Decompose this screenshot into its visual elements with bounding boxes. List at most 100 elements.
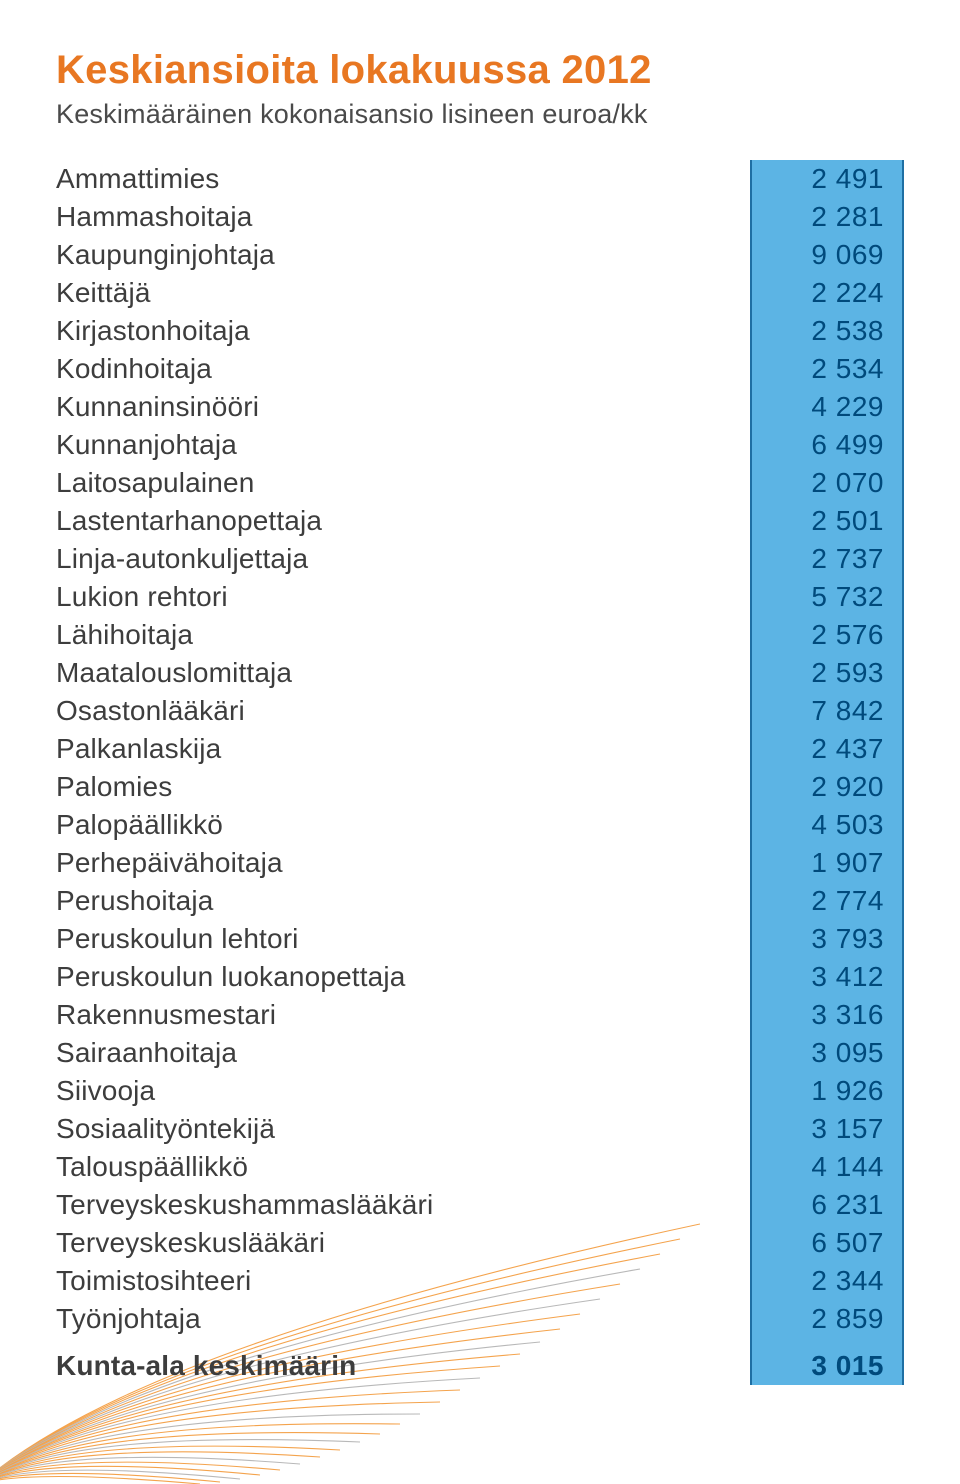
page-title: Keskiansioita lokakuussa 2012 bbox=[56, 48, 904, 93]
row-value: 2 737 bbox=[754, 543, 904, 575]
table-row: Työnjohtaja2 859 bbox=[56, 1300, 904, 1338]
table-row: Terveyskeskuslääkäri6 507 bbox=[56, 1224, 904, 1262]
table-row: Perhepäivähoitaja1 907 bbox=[56, 844, 904, 882]
row-value: 2 281 bbox=[754, 201, 904, 233]
row-value: 3 095 bbox=[754, 1037, 904, 1069]
table-row: Peruskoulun luokanopettaja3 412 bbox=[56, 958, 904, 996]
row-label: Kunnanjohtaja bbox=[56, 429, 754, 461]
table-row: Palopäällikkö4 503 bbox=[56, 806, 904, 844]
page: Keskiansioita lokakuussa 2012 Keskimäärä… bbox=[0, 0, 960, 1385]
table-row: Kirjastonhoitaja2 538 bbox=[56, 312, 904, 350]
table-row: Ammattimies2 491 bbox=[56, 160, 904, 198]
row-value: 3 793 bbox=[754, 923, 904, 955]
table-row: Lastentarhanopettaja2 501 bbox=[56, 502, 904, 540]
table-row: Perushoitaja2 774 bbox=[56, 882, 904, 920]
row-label: Terveyskeskuslääkäri bbox=[56, 1227, 754, 1259]
table-row: Kunnaninsinööri4 229 bbox=[56, 388, 904, 426]
table-row: Osastonlääkäri7 842 bbox=[56, 692, 904, 730]
row-value: 4 144 bbox=[754, 1151, 904, 1183]
row-value: 6 507 bbox=[754, 1227, 904, 1259]
row-value: 2 920 bbox=[754, 771, 904, 803]
row-value: 2 593 bbox=[754, 657, 904, 689]
table-row: Toimistosihteeri2 344 bbox=[56, 1262, 904, 1300]
row-value: 2 224 bbox=[754, 277, 904, 309]
table-row: Peruskoulun lehtori3 793 bbox=[56, 920, 904, 958]
row-value: 2 774 bbox=[754, 885, 904, 917]
summary-row: Kunta-ala keskimäärin3 015 bbox=[56, 1338, 904, 1385]
row-value: 4 229 bbox=[754, 391, 904, 423]
row-label: Lastentarhanopettaja bbox=[56, 505, 754, 537]
row-label: Terveyskeskushammaslääkäri bbox=[56, 1189, 754, 1221]
table-row: Palomies2 920 bbox=[56, 768, 904, 806]
row-label: Hammashoitaja bbox=[56, 201, 754, 233]
table-row: Siivooja1 926 bbox=[56, 1072, 904, 1110]
table-row: Terveyskeskushammaslääkäri6 231 bbox=[56, 1186, 904, 1224]
row-value: 6 499 bbox=[754, 429, 904, 461]
row-label: Maatalouslomittaja bbox=[56, 657, 754, 689]
row-label: Lähihoitaja bbox=[56, 619, 754, 651]
row-label: Toimistosihteeri bbox=[56, 1265, 754, 1297]
row-label: Sosiaalityöntekijä bbox=[56, 1113, 754, 1145]
row-value: 2 344 bbox=[754, 1265, 904, 1297]
row-label: Kaupunginjohtaja bbox=[56, 239, 754, 271]
row-value: 2 538 bbox=[754, 315, 904, 347]
row-label: Peruskoulun luokanopettaja bbox=[56, 961, 754, 993]
salary-table: Ammattimies2 491Hammashoitaja2 281Kaupun… bbox=[56, 160, 904, 1385]
row-label: Sairaanhoitaja bbox=[56, 1037, 754, 1069]
row-value: 2 576 bbox=[754, 619, 904, 651]
row-value: 7 842 bbox=[754, 695, 904, 727]
row-value: 6 231 bbox=[754, 1189, 904, 1221]
row-label: Osastonlääkäri bbox=[56, 695, 754, 727]
row-label: Lukion rehtori bbox=[56, 581, 754, 613]
row-value: 5 732 bbox=[754, 581, 904, 613]
table-row: Kodinhoitaja2 534 bbox=[56, 350, 904, 388]
row-value: 3 157 bbox=[754, 1113, 904, 1145]
table-row: Palkanlaskija2 437 bbox=[56, 730, 904, 768]
table-row: Sairaanhoitaja3 095 bbox=[56, 1034, 904, 1072]
row-value: 2 534 bbox=[754, 353, 904, 385]
row-value: 3 316 bbox=[754, 999, 904, 1031]
row-value: 2 859 bbox=[754, 1303, 904, 1335]
row-label: Ammattimies bbox=[56, 163, 754, 195]
row-label: Perhepäivähoitaja bbox=[56, 847, 754, 879]
row-value: 3 412 bbox=[754, 961, 904, 993]
row-label: Palkanlaskija bbox=[56, 733, 754, 765]
row-value: 1 926 bbox=[754, 1075, 904, 1107]
table-row: Sosiaalityöntekijä3 157 bbox=[56, 1110, 904, 1148]
row-label: Siivooja bbox=[56, 1075, 754, 1107]
table-row: Hammashoitaja2 281 bbox=[56, 198, 904, 236]
row-label: Talouspäällikkö bbox=[56, 1151, 754, 1183]
row-value: 9 069 bbox=[754, 239, 904, 271]
table-row: Laitosapulainen2 070 bbox=[56, 464, 904, 502]
table-row: Talouspäällikkö4 144 bbox=[56, 1148, 904, 1186]
row-label: Peruskoulun lehtori bbox=[56, 923, 754, 955]
table-row: Maatalouslomittaja2 593 bbox=[56, 654, 904, 692]
summary-label: Kunta-ala keskimäärin bbox=[56, 1350, 754, 1382]
table-row: Lukion rehtori5 732 bbox=[56, 578, 904, 616]
table-row: Kunnanjohtaja6 499 bbox=[56, 426, 904, 464]
table-row: Rakennusmestari3 316 bbox=[56, 996, 904, 1034]
table-row: Lähihoitaja2 576 bbox=[56, 616, 904, 654]
row-value: 1 907 bbox=[754, 847, 904, 879]
table-row: Keittäjä2 224 bbox=[56, 274, 904, 312]
row-label: Perushoitaja bbox=[56, 885, 754, 917]
row-label: Työnjohtaja bbox=[56, 1303, 754, 1335]
row-label: Kunnaninsinööri bbox=[56, 391, 754, 423]
row-value: 2 491 bbox=[754, 163, 904, 195]
row-label: Kodinhoitaja bbox=[56, 353, 754, 385]
row-value: 4 503 bbox=[754, 809, 904, 841]
table-row: Kaupunginjohtaja9 069 bbox=[56, 236, 904, 274]
table-row: Linja-autonkuljettaja2 737 bbox=[56, 540, 904, 578]
row-label: Linja-autonkuljettaja bbox=[56, 543, 754, 575]
summary-value: 3 015 bbox=[754, 1350, 904, 1382]
row-label: Keittäjä bbox=[56, 277, 754, 309]
row-label: Palopäällikkö bbox=[56, 809, 754, 841]
row-value: 2 070 bbox=[754, 467, 904, 499]
page-subtitle: Keskimääräinen kokonaisansio lisineen eu… bbox=[56, 99, 904, 130]
row-label: Rakennusmestari bbox=[56, 999, 754, 1031]
row-value: 2 501 bbox=[754, 505, 904, 537]
row-label: Palomies bbox=[56, 771, 754, 803]
row-label: Laitosapulainen bbox=[56, 467, 754, 499]
row-label: Kirjastonhoitaja bbox=[56, 315, 754, 347]
row-value: 2 437 bbox=[754, 733, 904, 765]
